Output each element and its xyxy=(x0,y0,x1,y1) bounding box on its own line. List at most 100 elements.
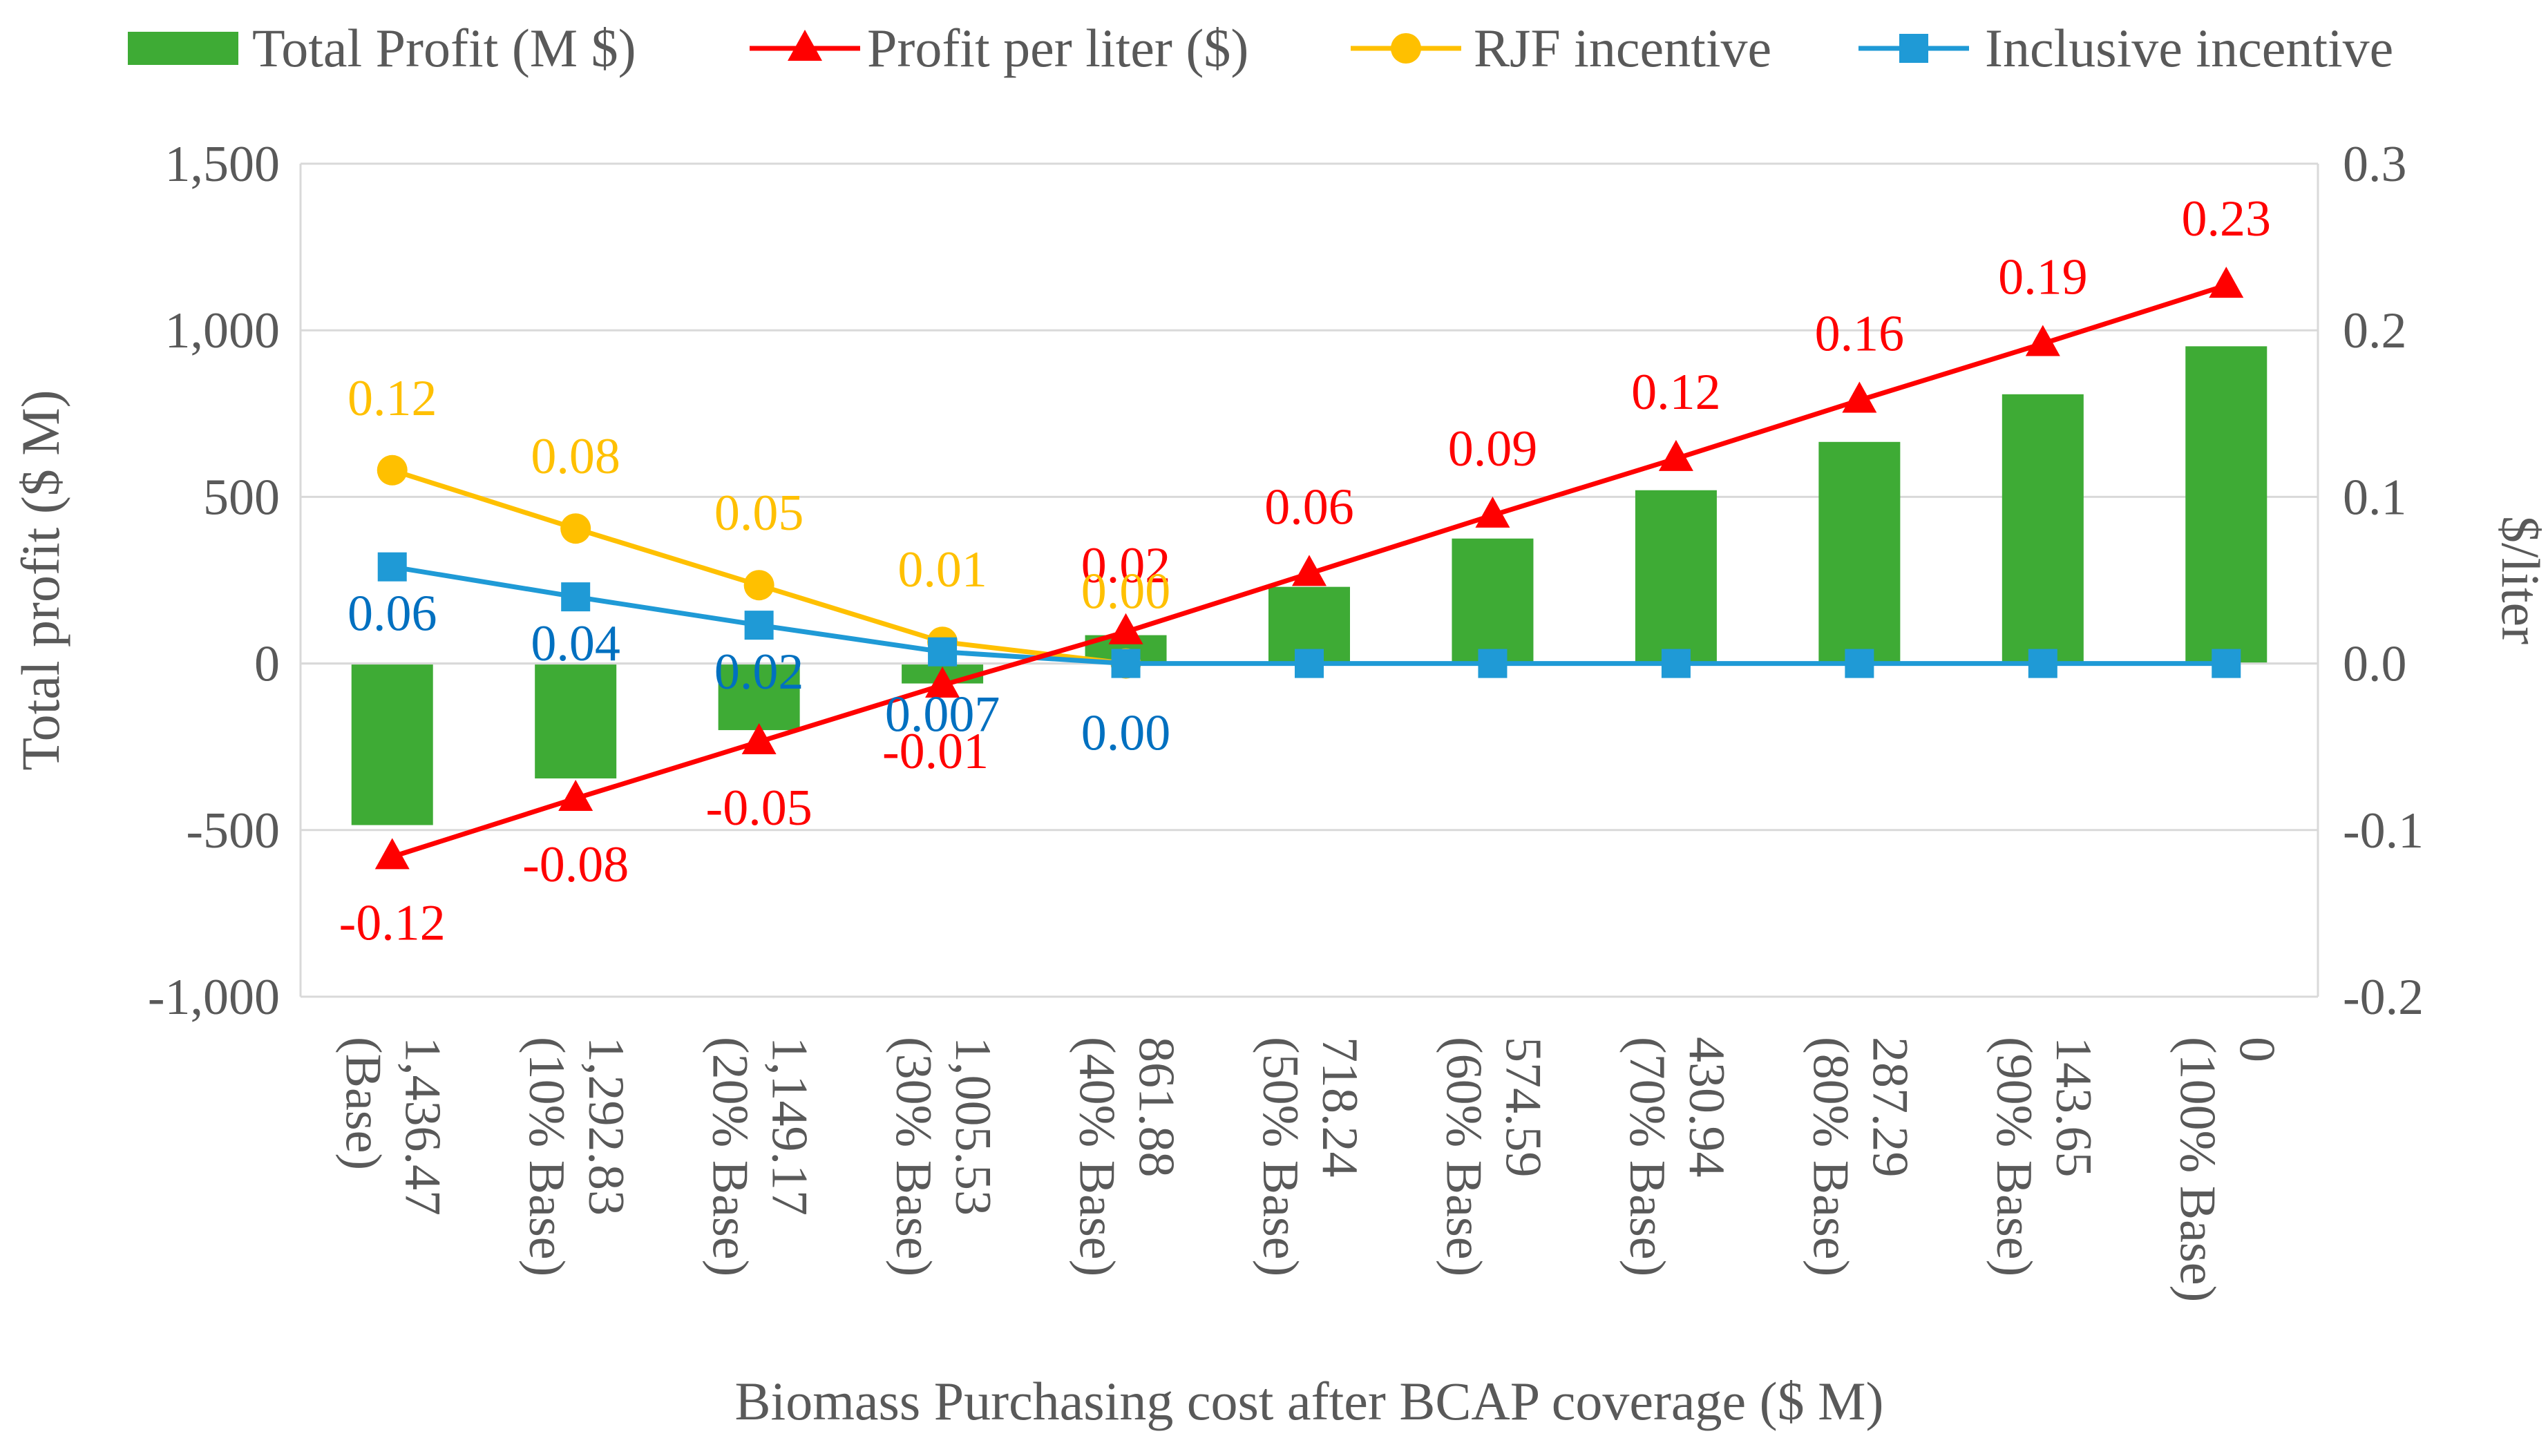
legend-label: Inclusive incentive xyxy=(1985,18,2393,78)
series-marker xyxy=(743,570,774,601)
inclusive-incentive-label: 0.00 xyxy=(1081,705,1171,762)
profit-bar xyxy=(718,663,800,731)
series-marker xyxy=(2028,649,2057,678)
y-tick-label: 0 xyxy=(254,636,280,693)
x-tick-label-line: (60% Base) xyxy=(1435,1037,1492,1276)
series-marker xyxy=(377,454,408,486)
legend-label: RJF incentive xyxy=(1474,18,1771,78)
x-tick-label-line: 574.59 xyxy=(1494,1037,1551,1178)
inclusive-incentive-label: 0.06 xyxy=(348,586,437,642)
x-tick-label-line: (40% Base) xyxy=(1069,1037,1125,1276)
legend-marker xyxy=(1391,33,1421,64)
series-marker xyxy=(1842,381,1877,413)
y2-tick-label: -0.1 xyxy=(2343,803,2424,859)
legend-label: Profit per liter ($) xyxy=(867,18,1248,78)
x-tick-label-line: (10% Base) xyxy=(518,1037,575,1276)
x-tick-label-line: (30% Base) xyxy=(885,1037,942,1276)
x-tick-label-line: (20% Base) xyxy=(702,1037,759,1276)
series-marker xyxy=(1292,555,1327,586)
y2-tick-label: 0.1 xyxy=(2343,469,2407,526)
x-tick-label: 143.65(90% Base) xyxy=(1986,1037,2102,1276)
series-marker xyxy=(1111,649,1141,678)
profit-bar xyxy=(1818,441,1901,664)
series-marker xyxy=(925,666,960,698)
series-marker xyxy=(1478,649,1508,678)
series-marker xyxy=(744,611,774,640)
series-marker xyxy=(560,513,591,544)
x-tick-label-line: (100% Base) xyxy=(2169,1037,2225,1302)
legend-marker xyxy=(1899,34,1928,63)
x-tick-label-line: 718.24 xyxy=(1311,1037,1368,1178)
rjf-incentive-label: 0.01 xyxy=(897,542,987,598)
profit-per-liter-label: 0.09 xyxy=(1448,421,1538,477)
inclusive-incentive-label: 0.02 xyxy=(714,644,804,700)
y-tick-label: 1,500 xyxy=(165,136,281,193)
x-tick-label-line: (70% Base) xyxy=(1619,1037,1675,1276)
profit-per-liter-label: -0.08 xyxy=(522,836,629,893)
series-marker xyxy=(1658,439,1693,471)
y-tick-label: 1,000 xyxy=(165,303,281,359)
series-marker xyxy=(2209,267,2244,298)
series-marker xyxy=(1475,496,1510,528)
x-tick-label: 0(100% Base) xyxy=(2169,1037,2285,1302)
profit-per-liter-label: -0.12 xyxy=(339,894,446,951)
x-tick-label-line: 1,436.47 xyxy=(394,1037,451,1216)
series-marker xyxy=(1108,613,1143,644)
legend-marker xyxy=(788,30,822,61)
profit-per-liter-label: -0.01 xyxy=(882,723,989,780)
y-tick-label: -500 xyxy=(186,803,280,859)
y2-tick-label: -0.2 xyxy=(2343,969,2424,1026)
profit-per-liter-label: 0.23 xyxy=(2182,191,2272,247)
inclusive-incentive-label: 0.04 xyxy=(531,615,620,672)
y-axis-title: Total profit ($ M) xyxy=(10,390,70,770)
rjf-incentive-label: 0.05 xyxy=(714,485,804,542)
y-tick-label: -1,000 xyxy=(148,969,280,1026)
x-tick-label-line: 1,005.53 xyxy=(944,1037,1001,1216)
profit-bar xyxy=(351,663,433,825)
rjf-incentive-label: 0.12 xyxy=(348,370,437,427)
series-marker xyxy=(1295,649,1324,678)
x-tick-label: 718.24(50% Base) xyxy=(1252,1037,1368,1276)
profit-per-liter-label: 0.16 xyxy=(1815,306,1905,363)
legend-label: Total Profit (M $) xyxy=(252,18,636,78)
profit-per-liter-label: 0.06 xyxy=(1264,479,1354,535)
series-marker xyxy=(1661,649,1691,678)
series-marker xyxy=(377,552,407,582)
profit-bar xyxy=(2185,346,2267,664)
x-tick-label: 1,005.53(30% Base) xyxy=(885,1037,1001,1276)
y2-tick-label: 0.0 xyxy=(2343,636,2407,693)
profit-bar xyxy=(535,663,617,779)
x-tick-label: 430.94(70% Base) xyxy=(1619,1037,1735,1276)
x-tick-label-line: 143.65 xyxy=(2045,1037,2102,1178)
x-tick-label-line: (80% Base) xyxy=(1802,1037,1858,1276)
rjf-incentive-label: 0.00 xyxy=(1081,564,1171,620)
x-tick-label: 1,149.17(20% Base) xyxy=(702,1037,818,1276)
x-tick-label: 1,292.83(10% Base) xyxy=(518,1037,634,1276)
y-tick-label: 500 xyxy=(203,469,280,526)
x-tick-label-line: 287.29 xyxy=(1861,1037,1918,1178)
x-tick-label: 1,436.47(Base) xyxy=(335,1037,451,1216)
rjf-incentive-label: 0.08 xyxy=(531,428,620,485)
series-marker xyxy=(928,637,958,667)
inclusive-incentive-label: 0.007 xyxy=(885,687,1000,743)
series-marker xyxy=(741,722,777,754)
x-tick-label-line: (50% Base) xyxy=(1252,1037,1309,1276)
x-axis-title: Biomass Purchasing cost after BCAP cover… xyxy=(735,1371,1884,1431)
x-tick-label: 861.88(40% Base) xyxy=(1069,1037,1185,1276)
profit-per-liter-label: 0.02 xyxy=(1081,537,1171,594)
y2-tick-label: 0.3 xyxy=(2343,136,2407,193)
series-marker xyxy=(374,838,410,870)
legend-swatch xyxy=(128,32,238,65)
x-tick-label-line: 1,292.83 xyxy=(578,1037,634,1216)
y2-axis-title: $/liter xyxy=(2491,516,2548,644)
x-tick-label-line: 0 xyxy=(2228,1037,2285,1062)
x-tick-label-line: 1,149.17 xyxy=(761,1037,818,1216)
x-tick-label-line: (Base) xyxy=(335,1037,392,1170)
series-marker xyxy=(2025,325,2060,356)
profit-per-liter-label: 0.19 xyxy=(1998,249,2088,305)
series-marker xyxy=(2212,649,2241,678)
x-tick-label-line: 430.94 xyxy=(1678,1037,1735,1178)
profit-bar xyxy=(1635,490,1717,664)
